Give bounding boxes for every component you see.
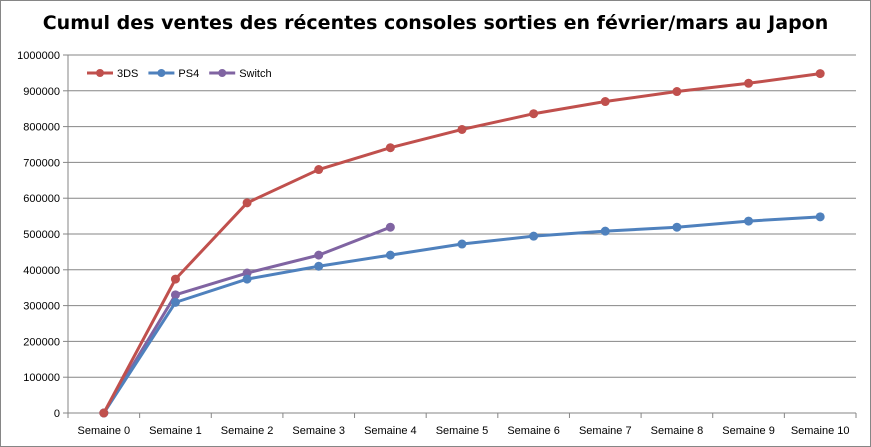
series-line-switch (102, 225, 391, 414)
data-point (170, 297, 180, 307)
data-point (600, 226, 610, 236)
grid-lines (68, 54, 856, 378)
data-point (385, 143, 395, 153)
series-3ds (99, 69, 825, 418)
x-tick-label: Semaine 5 (436, 425, 489, 437)
y-tick-label: 800000 (23, 122, 60, 134)
y-tick-label: 400000 (23, 265, 60, 277)
x-tick-label: Semaine 4 (364, 425, 417, 437)
x-tick-label: Semaine 7 (579, 425, 632, 437)
x-tick-label: Semaine 10 (791, 425, 850, 437)
y-tick-label: 200000 (23, 336, 60, 348)
y-tick-label: 0 (54, 408, 60, 420)
legend-swatch-marker (96, 69, 104, 77)
y-tick-label: 1000000 (17, 50, 60, 62)
data-point (672, 87, 682, 97)
data-point (385, 222, 395, 232)
series-ps4 (99, 212, 825, 418)
data-point (529, 231, 539, 241)
legend-item-switch: Switch (209, 68, 272, 80)
data-point (242, 198, 252, 208)
data-point (314, 250, 324, 260)
x-tick-label: Semaine 8 (651, 425, 704, 437)
data-point (815, 69, 825, 79)
data-point (314, 165, 324, 175)
y-tick-label: 100000 (23, 372, 60, 384)
data-point (744, 78, 754, 88)
x-tick-label: Semaine 9 (722, 425, 775, 437)
legend-swatch-marker (218, 69, 227, 77)
x-tick-label: Semaine 0 (78, 425, 131, 437)
data-point (457, 239, 467, 249)
legend-label: Switch (239, 68, 271, 80)
y-tick-label: 600000 (23, 193, 60, 205)
y-tick-label: 900000 (23, 86, 60, 98)
series-layer (99, 69, 825, 418)
data-point (744, 216, 754, 226)
data-point (170, 274, 180, 284)
data-point (600, 97, 610, 107)
legend-swatch-marker (157, 69, 166, 77)
legend-label: PS4 (178, 68, 199, 80)
series-switch (99, 222, 395, 418)
legend-item-3ds: 3DS (87, 68, 138, 80)
data-point (457, 124, 467, 134)
y-tick-label: 700000 (23, 157, 60, 169)
data-point (99, 408, 109, 418)
x-tick-label: Semaine 2 (221, 425, 274, 437)
legend-item-ps4: PS4 (148, 68, 199, 80)
axes: 0 100000 200000 300000 400000 500000 600000 700… (17, 50, 857, 437)
data-point (170, 290, 180, 300)
data-point (314, 261, 324, 271)
x-tick-label: Semaine 3 (292, 425, 345, 437)
data-point (242, 274, 252, 284)
x-tick-label: Semaine 1 (149, 425, 202, 437)
y-tick-label: 500000 (23, 229, 60, 241)
chart-title: Cumul des ventes des récentes consoles s… (42, 12, 829, 34)
data-point (815, 212, 825, 222)
y-tick-label: 300000 (23, 301, 60, 313)
legend: 3DS PS4 Switch (87, 68, 272, 80)
legend-label: 3DS (117, 68, 138, 80)
data-point (672, 222, 682, 232)
data-point (529, 109, 539, 119)
x-tick-label: Semaine 6 (507, 425, 560, 437)
data-point (385, 250, 395, 260)
